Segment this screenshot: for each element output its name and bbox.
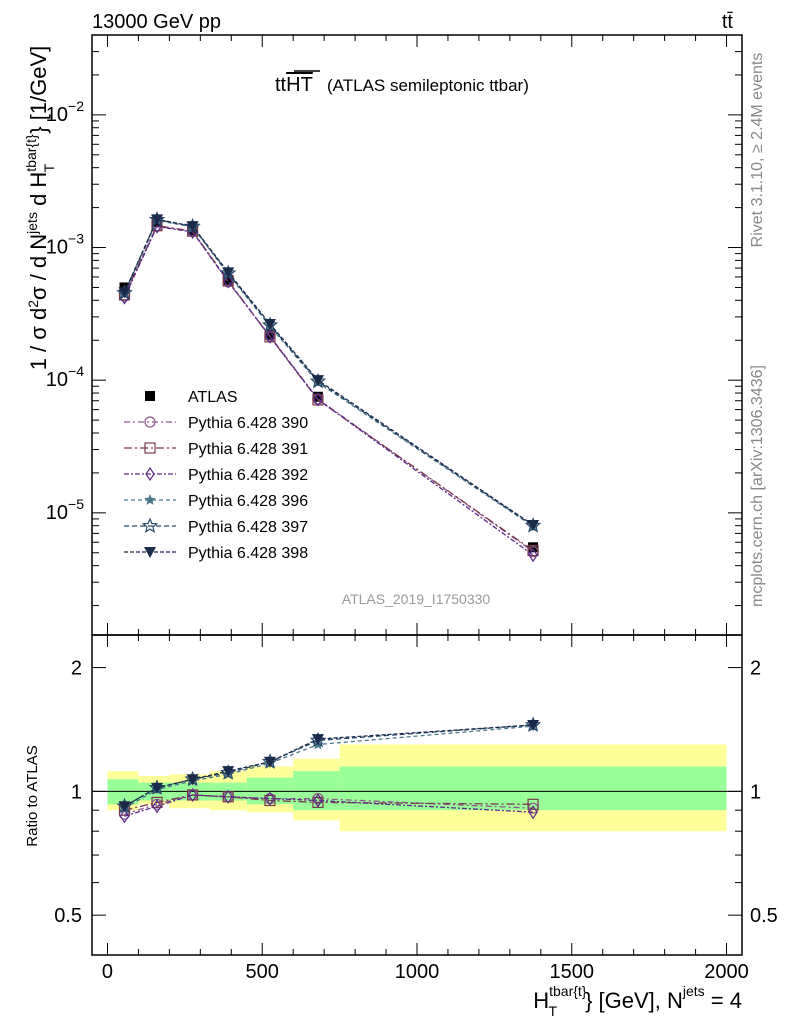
main-data-point bbox=[223, 274, 233, 289]
ratio-data-point bbox=[528, 805, 538, 820]
x-tick-label: 500 bbox=[246, 961, 279, 983]
series-391 bbox=[118, 220, 539, 816]
legend-marker bbox=[144, 442, 156, 454]
series-397 bbox=[116, 211, 542, 814]
process-label: tt̄ bbox=[722, 11, 734, 33]
plot-title-suffix: (ATLAS semileptonic ttbar) bbox=[327, 76, 529, 95]
legend-entry: Pythia 6.428 398 bbox=[124, 545, 308, 562]
x-tick-label: 2000 bbox=[704, 961, 749, 983]
plot-title-overline: HT bbox=[286, 74, 313, 96]
main-data-point bbox=[527, 519, 540, 531]
legend-label: Pythia 6.428 398 bbox=[188, 545, 308, 562]
legend-marker bbox=[145, 391, 155, 401]
ratio-series-line bbox=[124, 794, 534, 811]
main-data-point bbox=[118, 287, 131, 299]
main-series-line bbox=[123, 225, 534, 556]
x-axis-label: Htbar{t} T} [GeV], Njets = 4 bbox=[533, 983, 742, 1019]
ratio-data-point bbox=[119, 809, 130, 824]
legend-label: Pythia 6.428 392 bbox=[188, 467, 308, 484]
ratio-y-tick-label: 2 bbox=[71, 658, 82, 680]
ratio-y-tick-label: 2 bbox=[750, 658, 761, 680]
y-tick-label: 10−3 bbox=[46, 231, 84, 259]
legend-entry: Pythia 6.428 392 bbox=[124, 466, 308, 484]
y-tick-label: 10−5 bbox=[46, 496, 84, 524]
series-layer bbox=[116, 211, 542, 824]
ratio-data-point bbox=[527, 719, 540, 731]
energy-label: 13000 GeV pp bbox=[92, 11, 221, 33]
ratio-data-point bbox=[151, 796, 163, 809]
ratio-uncertainty-bands bbox=[92, 744, 742, 832]
legend-entry: ATLAS bbox=[145, 389, 238, 406]
ratio-data-point bbox=[223, 789, 233, 804]
legend-marker bbox=[145, 466, 155, 482]
ratio-series-line bbox=[124, 794, 534, 817]
ratio-data-point bbox=[265, 791, 275, 806]
ratio-data-point bbox=[311, 734, 324, 746]
legend-label: Pythia 6.428 397 bbox=[188, 519, 308, 536]
x-tick-label: 1500 bbox=[550, 961, 595, 983]
main-data-point bbox=[313, 392, 323, 407]
ratio-data-point bbox=[152, 799, 162, 814]
main-data-point bbox=[151, 214, 163, 226]
y-tick-label: 10−2 bbox=[46, 98, 84, 126]
main-data-point bbox=[265, 329, 275, 344]
y-tick-label: 10−4 bbox=[46, 363, 84, 391]
x-tick-label: 0 bbox=[102, 961, 113, 983]
series-392 bbox=[119, 219, 538, 824]
mcplots-label: mcplots.cern.ch [arXiv:1306.3436] bbox=[749, 365, 766, 607]
ratio-series-line bbox=[124, 794, 534, 815]
ratio-data-point bbox=[187, 787, 198, 803]
ratio-data-point bbox=[118, 801, 131, 813]
main-data-point bbox=[312, 391, 323, 402]
axes: 0 500 1000 1500 2000 10−5 10−4 10−3 10−2 0.5 0.5 1 1… bbox=[46, 34, 778, 983]
series-ATLAS bbox=[119, 217, 539, 553]
main-data-point bbox=[186, 221, 199, 233]
x-tick-label: 1000 bbox=[395, 961, 440, 983]
svg-text:ttHT: ttHT bbox=[275, 74, 313, 96]
legend-label: ATLAS bbox=[188, 389, 238, 406]
legend-marker bbox=[144, 416, 156, 428]
series-398 bbox=[118, 214, 540, 813]
ratio-data-point bbox=[151, 782, 163, 794]
main-data-point bbox=[264, 329, 275, 340]
ratio-ylabel: Ratio to ATLAS bbox=[24, 745, 41, 846]
plot-title-main: tt bbox=[275, 74, 287, 96]
ratio-y-tick-label: 0.5 bbox=[54, 905, 82, 927]
ratio-data-point bbox=[527, 798, 539, 810]
ratio-data-point bbox=[263, 756, 276, 768]
ratio-y-tick-label: 0.5 bbox=[750, 905, 778, 927]
main-series-line bbox=[123, 218, 534, 526]
ratio-data-point bbox=[313, 793, 323, 808]
main-data-point bbox=[527, 544, 539, 557]
legend-label: Pythia 6.428 396 bbox=[188, 493, 308, 510]
legend: ATLAS Pythia 6.428 390 Pythia 6.428 391 Pyt… bbox=[124, 389, 308, 562]
main-data-point bbox=[222, 267, 235, 279]
main-series-line bbox=[123, 219, 534, 527]
legend-entry: Pythia 6.428 391 bbox=[124, 441, 308, 458]
legend-marker bbox=[141, 517, 159, 533]
ratio-data-point bbox=[222, 766, 235, 778]
legend-entry: Pythia 6.428 390 bbox=[124, 415, 308, 432]
legend-label: Pythia 6.428 390 bbox=[188, 415, 308, 432]
main-data-point bbox=[528, 542, 539, 553]
legend-entry: Pythia 6.428 397 bbox=[124, 517, 308, 536]
legend-marker bbox=[144, 547, 156, 558]
rivet-label: Rivet 3.1.10, ≥ 2.4M events bbox=[749, 53, 766, 248]
plot-title: ttHT (ATLAS semileptonic ttbar) bbox=[275, 70, 529, 96]
ratio-y-tick-label: 1 bbox=[750, 781, 761, 803]
main-series-line bbox=[123, 218, 534, 527]
main-data-point bbox=[263, 319, 276, 331]
analysis-id: ATLAS_2019_I1750330 bbox=[342, 591, 491, 607]
ratio-y-tick-label: 1 bbox=[71, 781, 82, 803]
legend-entry: Pythia 6.428 396 bbox=[124, 493, 308, 510]
legend-label: Pythia 6.428 391 bbox=[188, 441, 308, 458]
main-ylabel: 1 / σ d2σ / d Njets d Htbar{t} T} [1/GeV] bbox=[23, 46, 57, 371]
legend-marker bbox=[144, 494, 156, 505]
main-data-point bbox=[311, 375, 324, 387]
main-data-point bbox=[528, 548, 538, 563]
ratio-data-point bbox=[186, 774, 199, 786]
